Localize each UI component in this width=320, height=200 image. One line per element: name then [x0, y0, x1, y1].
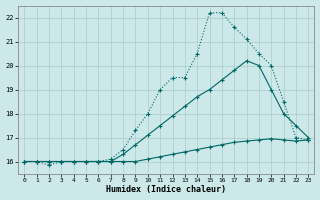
X-axis label: Humidex (Indice chaleur): Humidex (Indice chaleur): [106, 185, 226, 194]
